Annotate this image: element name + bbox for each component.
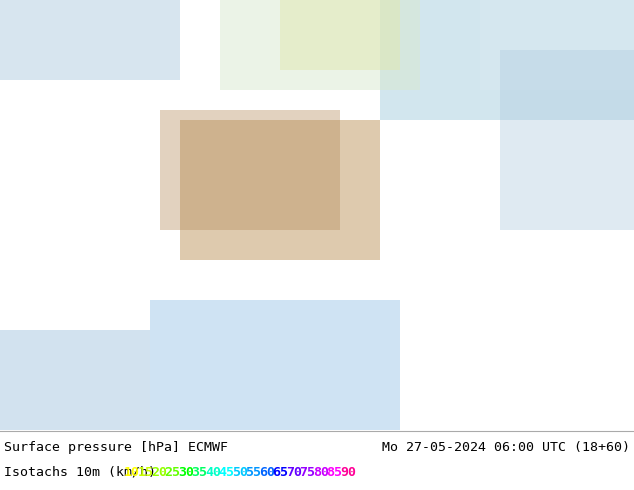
- Bar: [500, 50, 634, 230]
- Bar: [480, 0, 634, 90]
- Bar: [0, 0, 180, 80]
- Bar: [180, 120, 380, 260]
- Text: 50: 50: [232, 466, 248, 479]
- Text: 45: 45: [219, 466, 235, 479]
- Bar: [0, 330, 150, 430]
- Text: 25: 25: [164, 466, 181, 479]
- Bar: [150, 300, 400, 430]
- Text: 85: 85: [327, 466, 342, 479]
- Text: 80: 80: [313, 466, 329, 479]
- Text: 65: 65: [273, 466, 288, 479]
- Text: 10: 10: [124, 466, 140, 479]
- Text: Mo 27-05-2024 06:00 UTC (18+60): Mo 27-05-2024 06:00 UTC (18+60): [382, 441, 630, 454]
- Bar: [220, 0, 420, 90]
- Text: 15: 15: [138, 466, 153, 479]
- Text: 70: 70: [286, 466, 302, 479]
- Text: 60: 60: [259, 466, 275, 479]
- Text: Isotachs 10m (km/h): Isotachs 10m (km/h): [4, 466, 164, 479]
- Bar: [380, 0, 634, 120]
- Text: 20: 20: [151, 466, 167, 479]
- Text: 55: 55: [245, 466, 261, 479]
- Text: 75: 75: [299, 466, 316, 479]
- Text: 90: 90: [340, 466, 356, 479]
- Text: Surface pressure [hPa] ECMWF: Surface pressure [hPa] ECMWF: [4, 441, 228, 454]
- Text: 40: 40: [205, 466, 221, 479]
- Text: 30: 30: [178, 466, 194, 479]
- Text: 35: 35: [191, 466, 207, 479]
- Bar: [280, 0, 400, 70]
- Bar: [160, 110, 340, 230]
